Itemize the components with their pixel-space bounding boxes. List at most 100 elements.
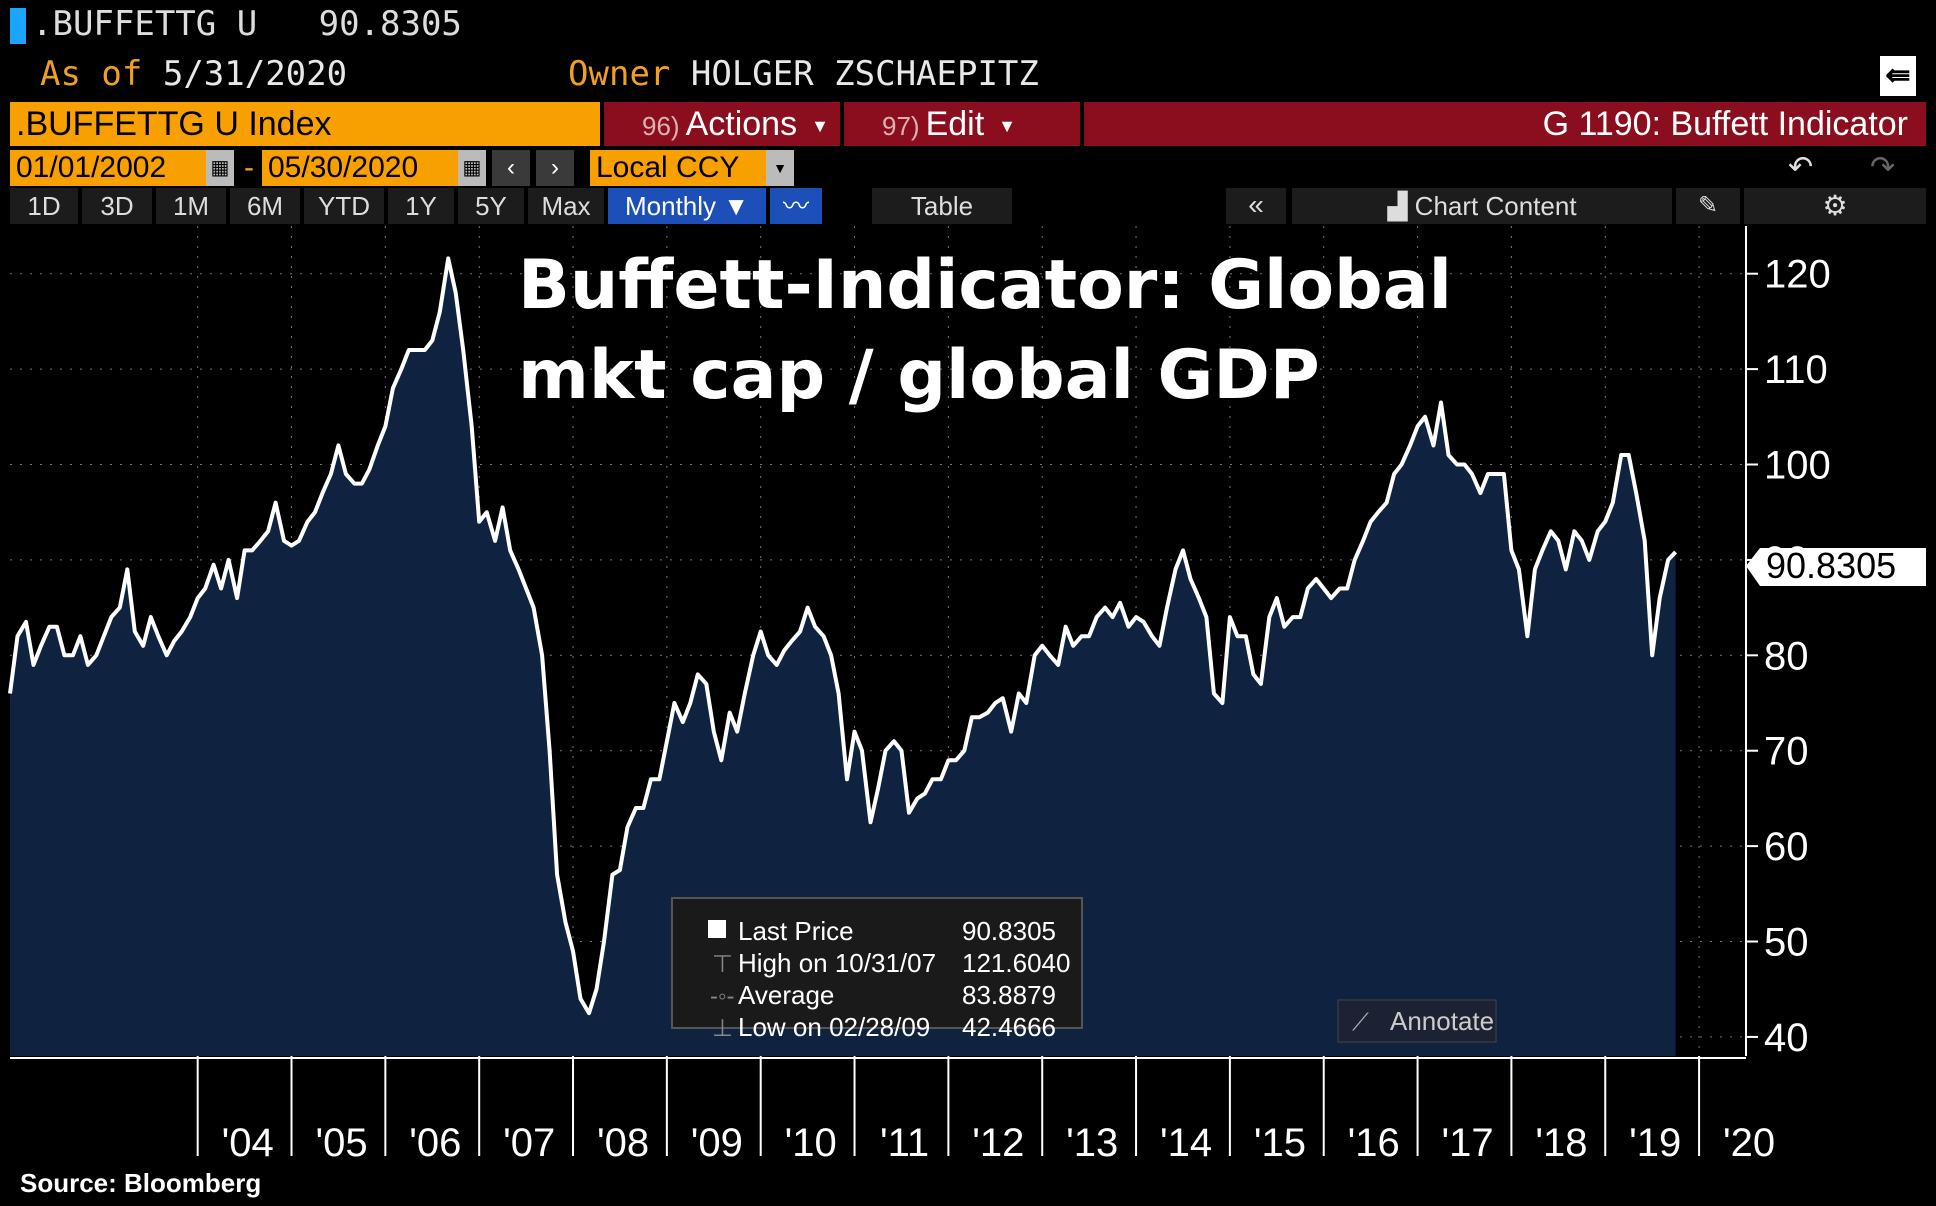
- ticker-last-value: 90.8305: [318, 4, 462, 44]
- legend-average-label: Average: [738, 980, 834, 1010]
- chevron-down-icon: ▼: [998, 116, 1016, 137]
- period-3d[interactable]: 3D: [82, 188, 152, 224]
- y-tick-label: 70: [1764, 730, 1809, 774]
- x-tick-label: '04: [222, 1121, 274, 1165]
- last-value-label: 90.8305: [1766, 545, 1896, 586]
- edit-label: Edit: [925, 105, 985, 143]
- y-tick-label: 110: [1764, 348, 1828, 392]
- series-line: [8, 256, 1678, 1016]
- period-1y[interactable]: 1Y: [388, 188, 454, 224]
- ticker-symbol: .BUFFETTG U: [32, 4, 258, 44]
- annotate-button[interactable]: ⟋ Annotate: [1337, 999, 1497, 1043]
- asof-label: As of: [40, 54, 143, 94]
- x-tick-label: '05: [315, 1121, 367, 1165]
- currency-select[interactable]: Local CCY: [590, 150, 766, 186]
- chart-title-line2: mkt cap / global GDP: [518, 336, 1320, 415]
- series-area: [10, 258, 1676, 1056]
- legend-high-label: High on 10/31/07: [738, 948, 936, 978]
- x-tick-label: '13: [1066, 1121, 1118, 1165]
- table-button[interactable]: Table: [872, 188, 1012, 224]
- x-tick-label: '06: [409, 1121, 461, 1165]
- period-6m[interactable]: 6M: [230, 188, 300, 224]
- source-note: Source: Bloomberg: [20, 1168, 262, 1198]
- actions-number: 96): [642, 111, 680, 141]
- period-ytd[interactable]: YTD: [304, 188, 384, 224]
- x-tick-label: '12: [972, 1121, 1024, 1165]
- legend-last-value: 90.8305: [962, 916, 1056, 946]
- chevron-down-icon[interactable]: ▼: [766, 150, 794, 186]
- legend-low-value: 42.4666: [962, 1012, 1056, 1042]
- legend-last-label: Last Price: [738, 916, 854, 946]
- period-1m[interactable]: 1M: [156, 188, 226, 224]
- frequency-select[interactable]: Monthly ▼: [608, 188, 766, 224]
- owner-label: Owner: [568, 54, 671, 94]
- last-value-callout: 90.8305: [1746, 545, 1926, 586]
- x-tick-label: '09: [691, 1121, 743, 1165]
- edit-chart-icon[interactable]: ✎: [1676, 188, 1740, 224]
- x-tick-label: '18: [1535, 1121, 1587, 1165]
- legend-high-value: 121.6040: [962, 948, 1070, 978]
- asof-date: 5/31/2020: [162, 54, 348, 94]
- legend-average-icon: -◦-: [710, 983, 735, 1010]
- security-input[interactable]: .BUFFETTG U Index: [10, 102, 600, 146]
- calendar-icon[interactable]: ▦: [458, 150, 486, 186]
- asof-row: As of 5/31/2020 Owner HOLGER ZSCHAEPITZ: [40, 54, 1039, 94]
- x-tick-label: '11: [880, 1121, 929, 1165]
- graph-title: G 1190: Buffett Indicator: [1084, 102, 1926, 146]
- owner-name: HOLGER ZSCHAEPITZ: [690, 54, 1039, 94]
- chart-content-button[interactable]: ▟ Chart Content: [1292, 188, 1672, 224]
- legend-low-icon: ⊥: [712, 1015, 733, 1042]
- legend-box: Last Price 90.8305 ⊤ High on 10/31/07 12…: [671, 897, 1083, 1042]
- annotate-icon: ⟋: [1352, 1009, 1369, 1036]
- x-tick-label: '07: [503, 1121, 555, 1165]
- edit-number: 97): [882, 111, 920, 141]
- x-tick-label: '19: [1629, 1121, 1681, 1165]
- y-tick-label: 100: [1764, 444, 1831, 488]
- x-tick-label: '17: [1441, 1121, 1493, 1165]
- edit-menu-button[interactable]: 97) Edit ▼: [844, 102, 1080, 146]
- period-5y[interactable]: 5Y: [458, 188, 524, 224]
- frequency-label: Monthly: [624, 191, 717, 221]
- undo-icon[interactable]: ↶: [1788, 151, 1814, 184]
- legend-high-icon: ⊤: [712, 951, 733, 978]
- x-tick-label: '10: [785, 1121, 837, 1165]
- chevron-down-icon: ▼: [723, 191, 749, 221]
- x-tick-label: '15: [1254, 1121, 1306, 1165]
- end-date-field[interactable]: 05/30/2020: [262, 150, 458, 186]
- period-max[interactable]: Max: [528, 188, 604, 224]
- y-tick-label: 50: [1764, 921, 1809, 965]
- x-tick-label: '08: [597, 1121, 649, 1165]
- actions-menu-button[interactable]: 96) Actions ▼: [604, 102, 840, 146]
- chevron-left-icon[interactable]: ‹: [492, 150, 530, 186]
- redo-icon[interactable]: ↷: [1870, 151, 1896, 184]
- annotate-label: Annotate: [1390, 1006, 1494, 1036]
- actions-label: Actions: [685, 105, 798, 143]
- chart-content-label: Chart Content: [1414, 191, 1577, 221]
- line-chart-icon[interactable]: 〰: [770, 188, 822, 224]
- collapse-icon[interactable]: «: [1226, 188, 1286, 224]
- x-tick-label: '14: [1160, 1121, 1212, 1165]
- chevron-down-icon: ▼: [811, 116, 829, 137]
- y-tick-label: 120: [1764, 253, 1831, 297]
- ticker-marker: [10, 7, 26, 44]
- y-tick-label: 80: [1764, 634, 1809, 678]
- ticker-row: .BUFFETTG U 90.8305: [10, 4, 462, 50]
- period-toolbar: 1D 3D 1M 6M YTD 1Y 5Y Max Monthly ▼ 〰: [10, 188, 822, 224]
- x-tick-label: '16: [1348, 1121, 1400, 1165]
- export-icon[interactable]: ⇚: [1880, 56, 1916, 96]
- chart-area: 405060708090100110120 '04'05'06'07'08'09…: [8, 226, 1926, 1165]
- legend-average-value: 83.8879: [962, 980, 1056, 1010]
- gear-icon[interactable]: ⚙: [1744, 188, 1926, 224]
- period-1d[interactable]: 1D: [10, 188, 78, 224]
- chevron-right-icon[interactable]: ›: [536, 150, 574, 186]
- y-tick-label: 40: [1764, 1016, 1809, 1060]
- legend-low-label: Low on 02/28/09: [738, 1012, 930, 1042]
- chart-title: Buffett-Indicator: Global: [518, 246, 1452, 325]
- y-tick-label: 60: [1764, 825, 1809, 869]
- calendar-icon[interactable]: ▦: [206, 150, 234, 186]
- start-date-field[interactable]: 01/01/2002: [10, 150, 206, 186]
- y-axis-ticks: 405060708090100110120: [1746, 253, 1831, 1060]
- x-axis-ticks: '04 '05 '06 '07 '08 '09 '10 '11 '12 '13 '14 '15 '16 '…: [196, 1056, 1775, 1165]
- date-separator: -: [244, 151, 254, 184]
- x-tick-label: '20: [1723, 1121, 1775, 1165]
